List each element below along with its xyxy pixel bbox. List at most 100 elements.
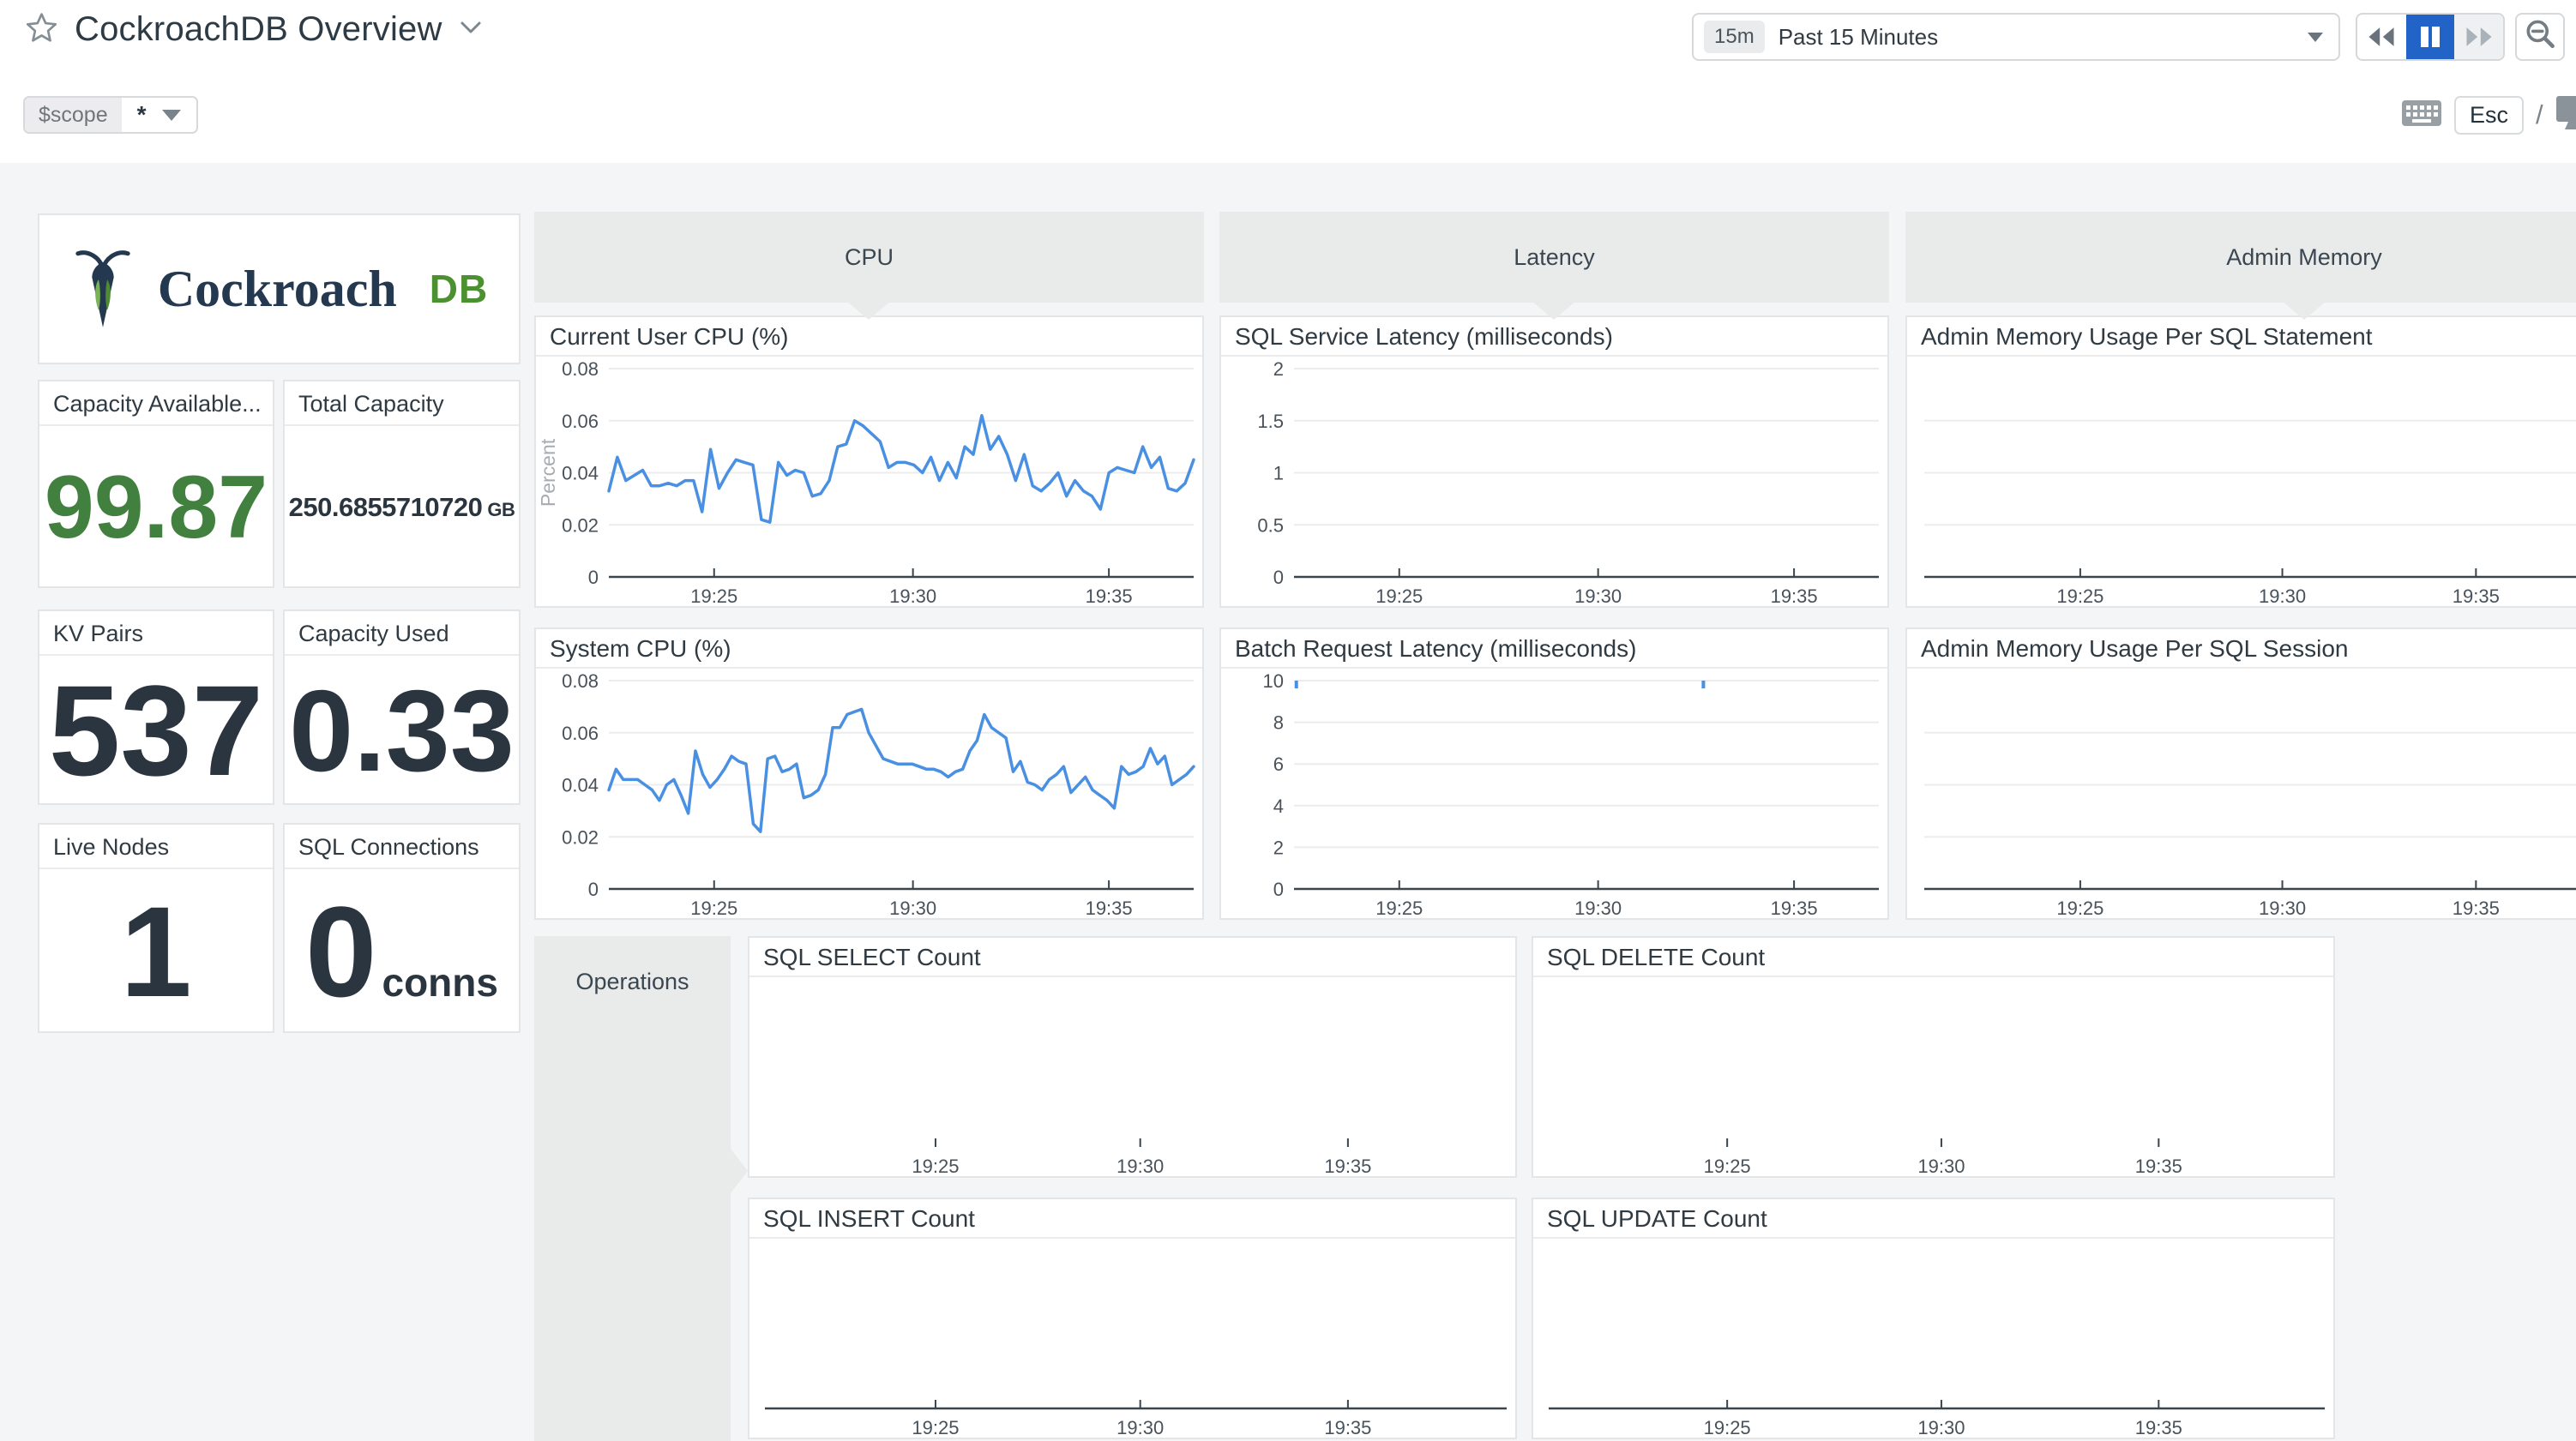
svg-text:0.08: 0.08	[562, 358, 599, 380]
group-notch	[731, 1149, 748, 1193]
timeseries-chart[interactable]: 19:25 19:30 19:35	[749, 979, 1515, 1177]
svg-text:19:30: 19:30	[2259, 585, 2306, 606]
stat-unit: GB	[487, 499, 515, 520]
pause-button[interactable]	[2405, 15, 2455, 59]
stat-card-kv-pairs[interactable]: KV Pairs 537	[38, 609, 274, 805]
chart-card-admin-memory-per-statement[interactable]: Admin Memory Usage Per SQL Statement 19:…	[1905, 315, 2576, 608]
svg-text:0: 0	[588, 879, 599, 900]
stat-card-sql-connections[interactable]: SQL Connections 0 conns	[283, 823, 521, 1033]
chart-title: System CPU (%)	[536, 629, 1202, 669]
svg-text:19:30: 19:30	[889, 898, 936, 918]
stat-title: Live Nodes	[39, 825, 273, 869]
svg-text:0: 0	[588, 567, 599, 588]
stat-card-capacity-used[interactable]: Capacity Used 0.33	[283, 609, 521, 805]
time-back-button[interactable]	[2357, 15, 2406, 59]
svg-text:19:25: 19:25	[912, 1417, 959, 1438]
stat-title: KV Pairs	[39, 611, 273, 656]
time-forward-button[interactable]	[2454, 15, 2503, 59]
svg-text:19:25: 19:25	[2056, 585, 2104, 606]
keyboard-shortcuts-icon[interactable]	[2401, 98, 2442, 133]
timeseries-chart[interactable]: 19:25 19:30 19:35	[1533, 1240, 2333, 1438]
stat-card-capacity-available[interactable]: Capacity Available... 99.87	[38, 380, 274, 588]
group-notch	[846, 301, 891, 320]
group-title: Operations	[575, 969, 689, 994]
stat-value: 99.87	[44, 457, 268, 557]
stat-card-total-capacity[interactable]: Total Capacity 250.6855710720 GB	[283, 380, 521, 588]
svg-text:Percent: Percent	[537, 438, 559, 507]
group-header-operations[interactable]: Operations	[534, 936, 731, 1441]
timeseries-chart[interactable]: 19:25 19:30 19:35	[1907, 670, 2576, 919]
chart-title: SQL DELETE Count	[1533, 938, 2333, 977]
timeseries-chart[interactable]: 19:25 19:30 19:35 0 0.02 0.04 0.06 0.08	[536, 670, 1202, 919]
svg-text:19:35: 19:35	[2135, 1417, 2182, 1438]
time-range-picker[interactable]: 15m Past 15 Minutes	[1692, 13, 2340, 61]
group-title: Admin Memory	[2226, 243, 2382, 270]
svg-text:19:30: 19:30	[1574, 898, 1622, 918]
time-range-label: Past 15 Minutes	[1778, 23, 1939, 50]
stat-value: 0.33	[289, 665, 515, 796]
group-title: Latency	[1514, 243, 1595, 270]
svg-text:0.02: 0.02	[562, 826, 599, 848]
svg-text:19:35: 19:35	[1086, 585, 1133, 606]
timeseries-chart[interactable]: 19:25 19:30 19:35	[749, 1240, 1515, 1438]
cockroachdb-logo-card[interactable]: Cockroach DB	[38, 213, 521, 364]
chart-card-sql-select-count[interactable]: SQL SELECT Count 19:25 19:30 19:35	[748, 936, 1517, 1178]
template-variable-value-dropdown[interactable]: *	[122, 98, 196, 132]
chart-card-system-cpu[interactable]: System CPU (%) 19:25 19:30 19:35 0 0.02 0.04 0…	[534, 627, 1204, 920]
timeseries-chart[interactable]: 19:25 19:30 19:35	[1533, 979, 2333, 1177]
svg-text:2: 2	[1273, 837, 1284, 858]
chart-title: SQL Service Latency (milliseconds)	[1221, 317, 1887, 357]
chart-card-admin-memory-per-session[interactable]: Admin Memory Usage Per SQL Session 19:25…	[1905, 627, 2576, 920]
time-controls	[2356, 13, 2505, 61]
svg-text:19:30: 19:30	[1917, 1156, 1965, 1176]
template-variable-scope[interactable]: $scope *	[23, 96, 198, 134]
svg-text:19:35: 19:35	[2453, 898, 2500, 918]
title-chevron-down-icon[interactable]	[460, 21, 482, 39]
timeseries-chart[interactable]: 19:25 19:30 19:35 0 0.02 0.04 0.06 0.08 Percent	[536, 358, 1202, 607]
svg-text:0.06: 0.06	[562, 723, 599, 744]
esc-key-hint: Esc	[2454, 95, 2525, 135]
svg-text:19:25: 19:25	[912, 1156, 959, 1176]
chart-card-sql-service-latency[interactable]: SQL Service Latency (milliseconds) 19:25…	[1219, 315, 1889, 608]
svg-text:19:25: 19:25	[1704, 1156, 1751, 1176]
dropdown-caret-icon	[161, 109, 181, 121]
svg-text:19:35: 19:35	[1324, 1417, 1371, 1438]
svg-text:19:25: 19:25	[690, 585, 737, 606]
timeseries-chart[interactable]: 19:25 19:30 19:35	[1907, 358, 2576, 607]
chart-title: Batch Request Latency (milliseconds)	[1221, 629, 1887, 669]
stat-title: Capacity Used	[285, 611, 519, 656]
chart-card-sql-update-count[interactable]: SQL UPDATE Count 19:25 19:30 19:35	[1532, 1198, 2335, 1439]
svg-text:4: 4	[1273, 796, 1284, 817]
stat-value: 1	[120, 879, 192, 1024]
favorite-star-icon[interactable]	[26, 12, 57, 47]
group-notch	[2282, 301, 2326, 320]
svg-text:19:25: 19:25	[2056, 898, 2104, 918]
svg-text:19:35: 19:35	[2135, 1156, 2182, 1176]
stat-title: Total Capacity	[285, 381, 519, 426]
time-range-short-badge: 15m	[1704, 21, 1765, 53]
timeseries-chart[interactable]: 19:25 19:30 19:35 0 2 4 6 8 10	[1221, 670, 1887, 919]
stat-unit: conns	[382, 959, 498, 1005]
template-variable-name: $scope	[25, 98, 122, 132]
svg-text:19:25: 19:25	[1375, 898, 1423, 918]
group-header-latency[interactable]: Latency	[1219, 212, 1889, 303]
chart-title: Admin Memory Usage Per SQL Session	[1907, 629, 2576, 669]
svg-text:0.08: 0.08	[562, 670, 599, 692]
zoom-out-icon	[2522, 17, 2558, 57]
template-variable-value: *	[136, 101, 147, 128]
chart-title: SQL INSERT Count	[749, 1199, 1515, 1239]
svg-text:19:30: 19:30	[2259, 898, 2306, 918]
chart-card-sql-insert-count[interactable]: SQL INSERT Count 19:25 19:30 19:35	[748, 1198, 1517, 1439]
timeseries-chart[interactable]: 19:25 19:30 19:35 0 0.5 1 1.5 2	[1221, 358, 1887, 607]
group-header-cpu[interactable]: CPU	[534, 212, 1204, 303]
zoom-out-button[interactable]	[2515, 13, 2565, 61]
svg-text:19:35: 19:35	[1086, 898, 1133, 918]
stat-card-live-nodes[interactable]: Live Nodes 1	[38, 823, 274, 1033]
svg-text:10: 10	[1263, 670, 1284, 692]
chart-card-current-user-cpu[interactable]: Current User CPU (%) 19:25 19:30 19:35 0 0.0…	[534, 315, 1204, 608]
group-header-admin-memory[interactable]: Admin Memory	[1905, 212, 2576, 303]
svg-text:0: 0	[1273, 879, 1284, 900]
tv-mode-icon[interactable]	[2555, 95, 2576, 135]
chart-card-sql-delete-count[interactable]: SQL DELETE Count 19:25 19:30 19:35	[1532, 936, 2335, 1178]
chart-card-batch-request-latency[interactable]: Batch Request Latency (milliseconds) 19:…	[1219, 627, 1889, 920]
